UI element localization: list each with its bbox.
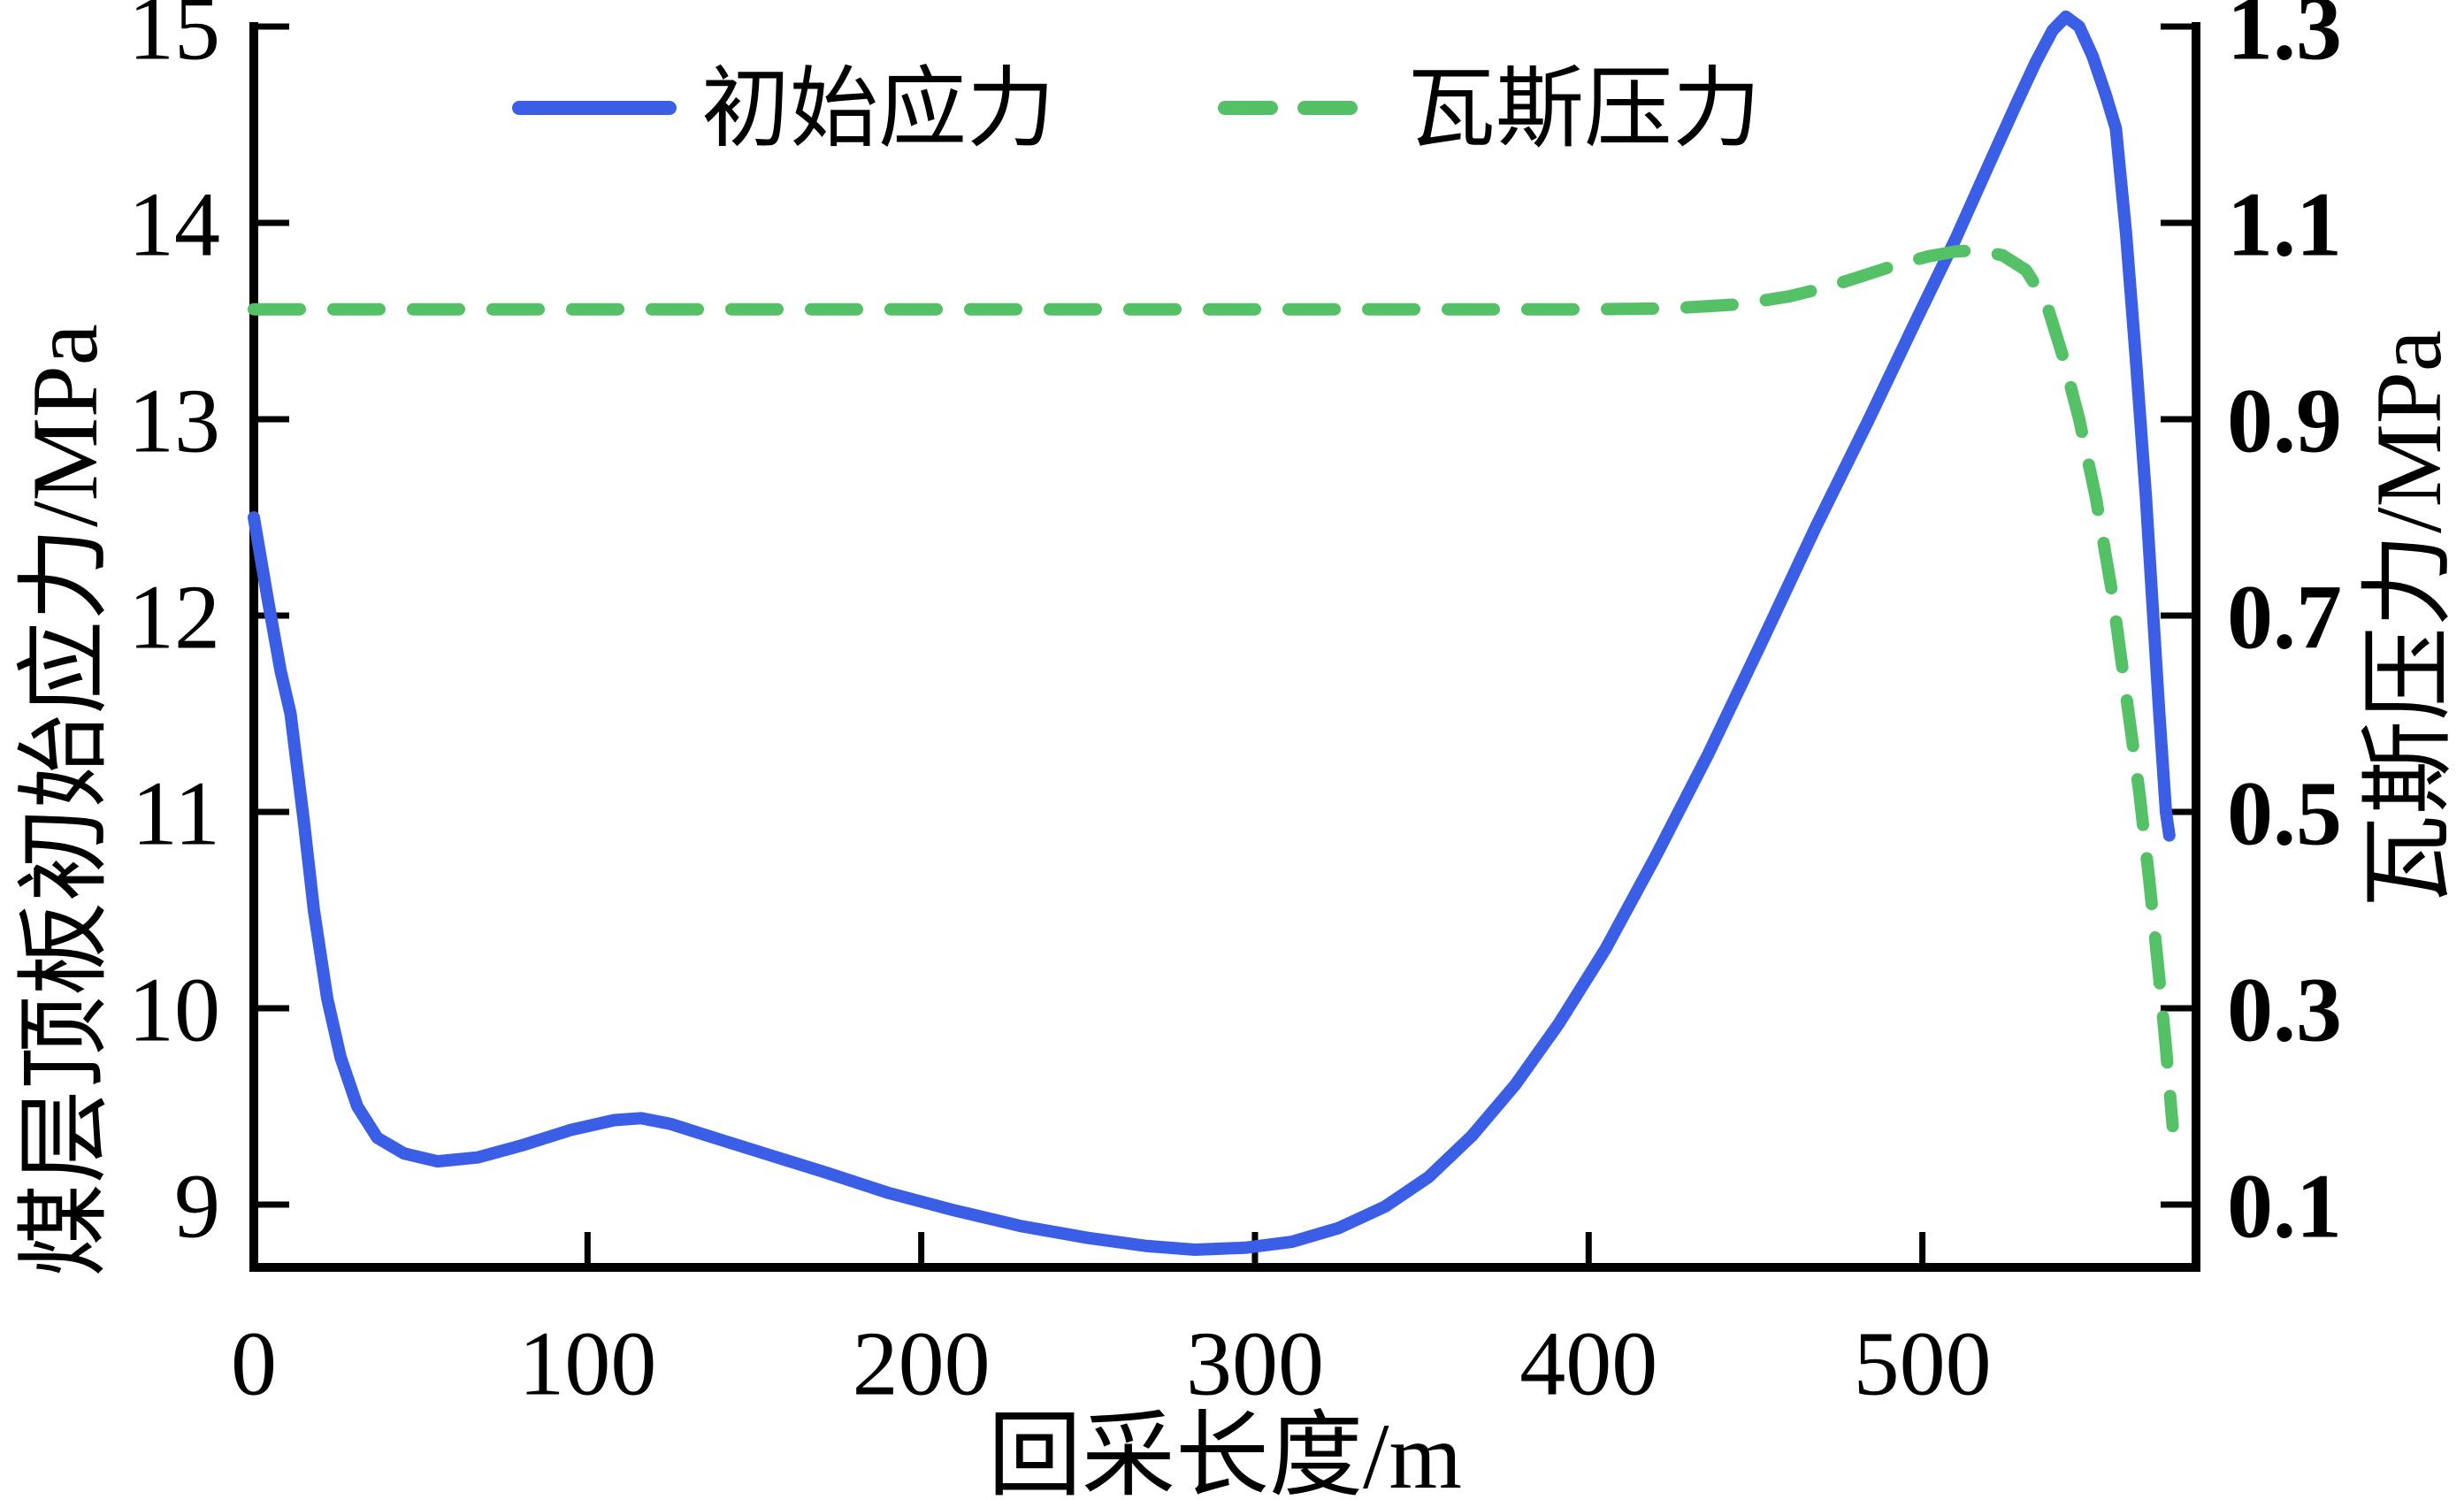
legend-label-1: 瓦斯压力 (1407, 60, 1761, 158)
x-tick-label: 200 (853, 1312, 991, 1414)
right-tick-label: 0.1 (2227, 1155, 2342, 1257)
left-tick-label: 11 (132, 762, 220, 864)
x-tick-label: 0 (231, 1312, 277, 1414)
legend-layer: 初始应力 瓦斯压力 (512, 60, 1761, 158)
ticks-layer: 0 100 200 300 400 500 9 10 11 12 13 14 15 0.1 0.3 0.5 0.… (128, 0, 2342, 1414)
series-layer (248, 10, 2179, 1256)
left-tick-label: 15 (128, 0, 220, 79)
right-tick-label: 1.3 (2227, 0, 2342, 79)
left-axis-title: 煤层顶板初始应力/MPa (13, 324, 117, 1277)
left-tick-label: 10 (128, 959, 220, 1060)
right-tick-label: 0.5 (2227, 762, 2342, 864)
axes-layer (249, 22, 2200, 1272)
right-tick-label: 0.7 (2227, 566, 2342, 668)
x-tick-label: 300 (1186, 1312, 1324, 1414)
x-tick-label: 100 (518, 1312, 656, 1414)
x-tick-label: 400 (1519, 1312, 1657, 1414)
x-tick-label: 500 (1854, 1312, 1992, 1414)
right-axis-title: 瓦斯压力/MPa (2357, 330, 2460, 908)
series-line-stress (248, 10, 2176, 1256)
x-axis-title: 回采长度/m (988, 1404, 1462, 1500)
left-tick-label: 12 (128, 566, 220, 668)
series-line-gas (248, 244, 2179, 1133)
right-tick-label: 1.1 (2227, 173, 2342, 275)
left-tick-label: 9 (174, 1155, 220, 1257)
left-tick-label: 13 (128, 370, 220, 471)
legend-label-0: 初始应力 (701, 60, 1055, 158)
right-tick-label: 0.9 (2227, 370, 2342, 471)
left-tick-label: 14 (128, 173, 220, 275)
right-tick-label: 0.3 (2227, 959, 2342, 1060)
